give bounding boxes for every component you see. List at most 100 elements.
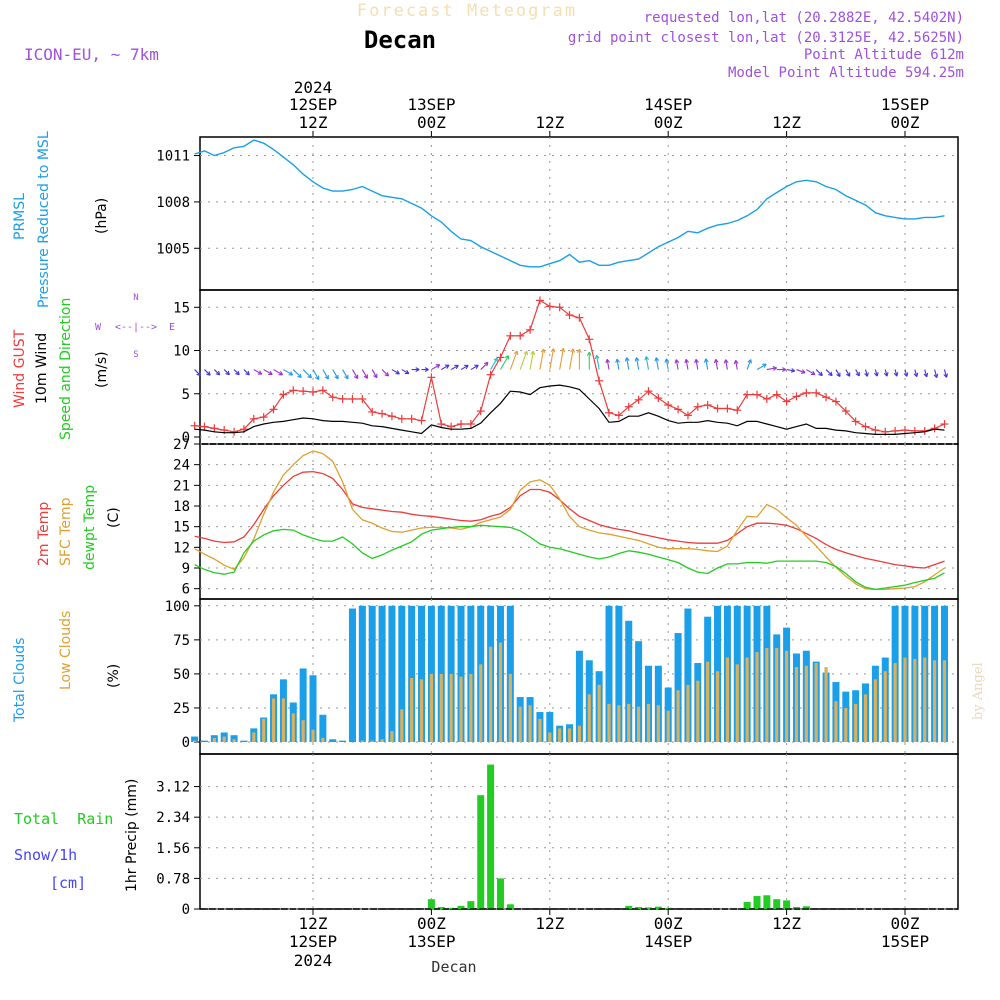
wind-arrow — [509, 350, 518, 370]
low-cloud-bar — [311, 729, 315, 742]
wind-arrow-head — [773, 367, 777, 371]
precip-label-2: Snow/1h — [14, 846, 77, 864]
low-cloud-bar — [419, 679, 424, 742]
rain-bar — [654, 906, 662, 909]
rain-bar — [783, 900, 791, 909]
cloud-axis-tick-label: 0 — [182, 735, 190, 751]
cloud-label-2: Low Clouds — [58, 611, 74, 690]
temp-axis-tick-label: 27 — [173, 437, 190, 453]
panel-temp: 6 9 12 15 18 21 24 27 — [173, 437, 959, 600]
total-cloud-bar — [625, 620, 633, 742]
wind-arrow — [695, 359, 699, 370]
temp-axis-tick-label: 21 — [173, 478, 190, 494]
temp-axis-tick-label: 24 — [173, 458, 190, 474]
wind-arrow-head — [747, 359, 752, 363]
low-cloud-bar — [222, 736, 226, 742]
pressure-label-1: PRMSL — [12, 193, 28, 240]
wind-arrow-head — [588, 351, 592, 356]
wind-arrow-head — [280, 371, 284, 376]
wind-arrow-head — [926, 372, 929, 377]
panel-wind: 0 5 10 15 — [173, 289, 959, 446]
wind-arrow-head — [916, 372, 919, 377]
wind-arrow-head — [384, 374, 389, 377]
wind-arrow — [194, 369, 201, 376]
wind-arrow — [786, 369, 795, 372]
wind-arrow-head — [562, 348, 566, 353]
wind-arrow-head — [455, 365, 459, 370]
wind-arrow-head — [715, 358, 719, 363]
wind-arrow-head — [530, 350, 534, 355]
wind-arrow — [845, 369, 851, 377]
wind-arrow-head — [801, 369, 806, 374]
total-cloud-bar — [615, 605, 623, 742]
low-cloud-bar — [390, 731, 394, 742]
wind-arrow — [243, 369, 250, 376]
wind-arrow-head — [655, 357, 660, 361]
compass-row: <--|--> — [115, 322, 157, 333]
temp-label-1: 2m Temp — [36, 502, 52, 566]
wind-arrow — [322, 369, 329, 380]
low-cloud-bar — [577, 725, 581, 742]
rain-bar — [457, 905, 465, 909]
wind-arrow — [746, 359, 752, 370]
wind-arrow — [756, 363, 767, 371]
wind-arrow-head — [344, 376, 349, 380]
top-time-date: 15SEP — [881, 95, 929, 114]
rain-bar — [635, 907, 643, 909]
wind-arrow — [460, 364, 469, 371]
low-cloud-bar — [725, 657, 729, 742]
wind-arrow-head — [705, 358, 709, 363]
wind-arrow — [655, 357, 659, 370]
rain-bar — [802, 906, 810, 909]
wind-arrow — [596, 355, 600, 370]
wind-arrow-head — [886, 372, 889, 377]
wind-arrow-head — [543, 348, 546, 354]
wind-arrow-head — [624, 357, 628, 362]
wind-axis-tick-label: 5 — [182, 387, 190, 403]
total-cloud-bar — [546, 712, 554, 742]
low-cloud-bar — [449, 673, 453, 742]
wind-arrow-head — [763, 363, 767, 368]
wind-arrow-head — [812, 370, 816, 375]
bottom-time-hour: 12Z — [299, 914, 328, 933]
low-cloud-bar — [508, 673, 512, 742]
wind-arrow-head — [636, 357, 640, 361]
low-cloud-bar — [942, 660, 947, 742]
top-time-hour: 12Z — [772, 113, 801, 132]
temp-2m-line — [194, 470, 945, 569]
wind-arrow-head — [836, 373, 841, 378]
requested-coords: requested lon,lat (20.2882E, 42.5402N) — [644, 10, 964, 26]
wind-arrow-head — [386, 372, 390, 377]
precip-unit: 1hr Precip (mm) — [124, 779, 140, 892]
wind-arrow — [223, 369, 230, 376]
temp-label-2: SFC Temp — [58, 497, 74, 566]
wind-arrow-head — [674, 359, 677, 364]
wind-arrow-head — [552, 348, 556, 353]
total-cloud-bar — [418, 605, 426, 742]
wind-arrow-head — [903, 373, 908, 377]
rain-bar — [487, 764, 495, 909]
bottom-time-date: 15SEP — [881, 932, 929, 951]
pressure-axis-tick-label: 1005 — [156, 241, 190, 257]
wind-arrow-head — [363, 375, 368, 379]
low-cloud-bar — [923, 657, 927, 742]
temp-dewpt-line — [194, 524, 945, 591]
wind-arrow — [253, 369, 262, 375]
total-cloud-bar — [200, 740, 208, 742]
cloud-unit: (%) — [106, 664, 122, 688]
wind-arrow-head — [465, 365, 469, 370]
cloud-label-1: Total Clouds — [12, 638, 28, 723]
wind-arrow-head — [324, 376, 329, 380]
wind-arrow — [381, 369, 389, 377]
wind-arrow-head — [675, 359, 680, 364]
wind-axis-tick-label: 0 — [182, 430, 190, 446]
wind-arrow-head — [227, 370, 230, 375]
rain-bar — [477, 795, 485, 909]
wind-arrow-head — [570, 348, 574, 353]
wind-arrow — [549, 348, 555, 370]
total-cloud-bar — [319, 714, 327, 742]
total-cloud-bar — [358, 605, 366, 742]
wind-arrow-head — [396, 370, 400, 375]
wind-arrow-head — [475, 364, 479, 369]
